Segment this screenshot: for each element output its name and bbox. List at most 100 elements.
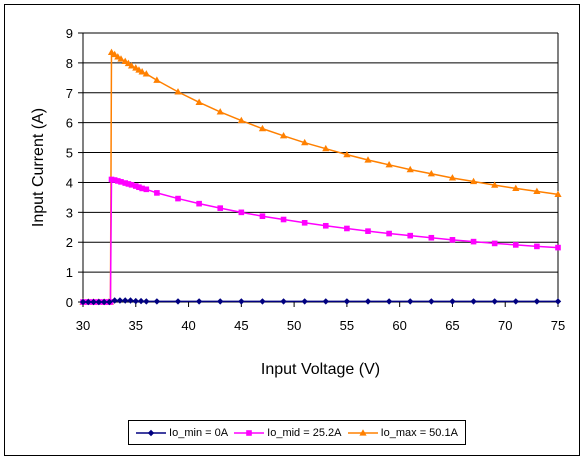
series-line xyxy=(83,178,559,303)
legend-item: Io_mid = 25.2A xyxy=(234,427,341,439)
data-point xyxy=(385,298,393,305)
data-point xyxy=(407,232,414,239)
data-point xyxy=(127,297,134,304)
y-tick-label: 9 xyxy=(66,26,73,41)
x-tick-label: 70 xyxy=(498,318,512,333)
data-point xyxy=(142,70,150,77)
data-point xyxy=(116,297,124,304)
data-point xyxy=(364,156,372,163)
data-point xyxy=(469,177,478,185)
data-point xyxy=(139,185,145,192)
x-tick-label: 45 xyxy=(234,318,248,333)
y-tick-labels: 0 1 2 3 4 5 6 7 8 9 xyxy=(66,26,73,310)
data-point xyxy=(195,298,203,305)
x-tick-label: 30 xyxy=(76,318,90,333)
data-point xyxy=(470,238,477,245)
legend-label: Io_min = 0A xyxy=(169,426,229,439)
data-point xyxy=(108,176,115,183)
y-tick-label: 1 xyxy=(66,265,73,280)
x-tick-label: 60 xyxy=(392,318,406,333)
legend-marker xyxy=(358,428,367,436)
data-point xyxy=(154,190,160,196)
data-point xyxy=(195,98,203,105)
legend-marker xyxy=(147,429,155,436)
data-point xyxy=(237,116,245,124)
data-point xyxy=(128,182,135,188)
data-point xyxy=(280,216,287,223)
series-2 xyxy=(79,48,562,305)
data-point xyxy=(122,180,129,186)
legend-swatch xyxy=(347,428,378,436)
data-point xyxy=(117,55,125,62)
data-point xyxy=(79,298,87,306)
data-point xyxy=(238,298,245,305)
data-point xyxy=(449,298,456,305)
data-point xyxy=(143,186,150,193)
data-point xyxy=(555,244,561,251)
data-point xyxy=(407,298,414,305)
data-point xyxy=(100,298,108,306)
data-point xyxy=(322,222,329,229)
data-point xyxy=(122,297,129,304)
data-point xyxy=(118,179,124,185)
data-point xyxy=(364,298,372,305)
data-point xyxy=(344,225,350,232)
x-tick-label: 50 xyxy=(287,318,301,333)
data-point xyxy=(386,230,392,237)
x-tick-label: 55 xyxy=(340,318,354,333)
x-tick-labels: 30 35 40 45 50 55 60 65 70 75 xyxy=(76,318,565,333)
data-point xyxy=(385,161,393,168)
data-point xyxy=(111,297,118,304)
data-point xyxy=(143,298,150,305)
legend-label: Io_max = 50.1A xyxy=(380,426,458,439)
data-point xyxy=(217,298,224,305)
data-point xyxy=(216,108,224,115)
data-point xyxy=(491,298,498,305)
data-point xyxy=(343,150,351,158)
legend-swatch xyxy=(234,429,265,436)
data-point xyxy=(132,297,139,305)
data-point xyxy=(258,124,267,132)
legend-label: Io_mid = 25.2A xyxy=(267,426,342,439)
data-point xyxy=(512,184,520,192)
y-tick-label: 0 xyxy=(66,295,73,310)
data-point xyxy=(322,298,329,305)
data-point xyxy=(174,298,182,305)
x-tick-label: 40 xyxy=(181,318,195,333)
data-point xyxy=(217,205,224,211)
data-point xyxy=(111,177,118,183)
series-group xyxy=(79,48,562,306)
data-point xyxy=(533,298,541,305)
data-point xyxy=(554,298,562,305)
data-point xyxy=(138,68,146,75)
data-point xyxy=(175,195,181,202)
data-point xyxy=(85,298,92,306)
data-point xyxy=(491,181,499,188)
data-point xyxy=(301,219,308,226)
data-point xyxy=(196,200,202,207)
data-point xyxy=(322,144,330,152)
data-point xyxy=(280,298,287,305)
data-point xyxy=(127,62,136,69)
data-point xyxy=(137,297,145,305)
y-tick-label: 7 xyxy=(66,86,73,101)
data-point xyxy=(106,298,113,306)
data-point xyxy=(153,298,161,305)
data-point xyxy=(95,298,103,306)
x-tick-label: 35 xyxy=(129,318,143,333)
data-point xyxy=(279,132,288,139)
y-tick-label: 8 xyxy=(66,56,73,71)
data-point xyxy=(174,88,182,95)
data-point xyxy=(491,240,498,247)
legend: Io_min = 0A Io_mid = 25.2A Io_max = 50.1A xyxy=(128,420,466,445)
x-tick-label: 65 xyxy=(445,318,459,333)
legend-item: Io_min = 0A xyxy=(136,427,228,439)
data-point xyxy=(534,243,540,250)
data-point xyxy=(406,165,414,173)
y-tick-label: 2 xyxy=(66,235,73,250)
y-tick-label: 3 xyxy=(66,205,73,220)
data-point xyxy=(111,50,119,58)
data-point xyxy=(136,184,142,191)
x-tick-label: 75 xyxy=(551,318,565,333)
